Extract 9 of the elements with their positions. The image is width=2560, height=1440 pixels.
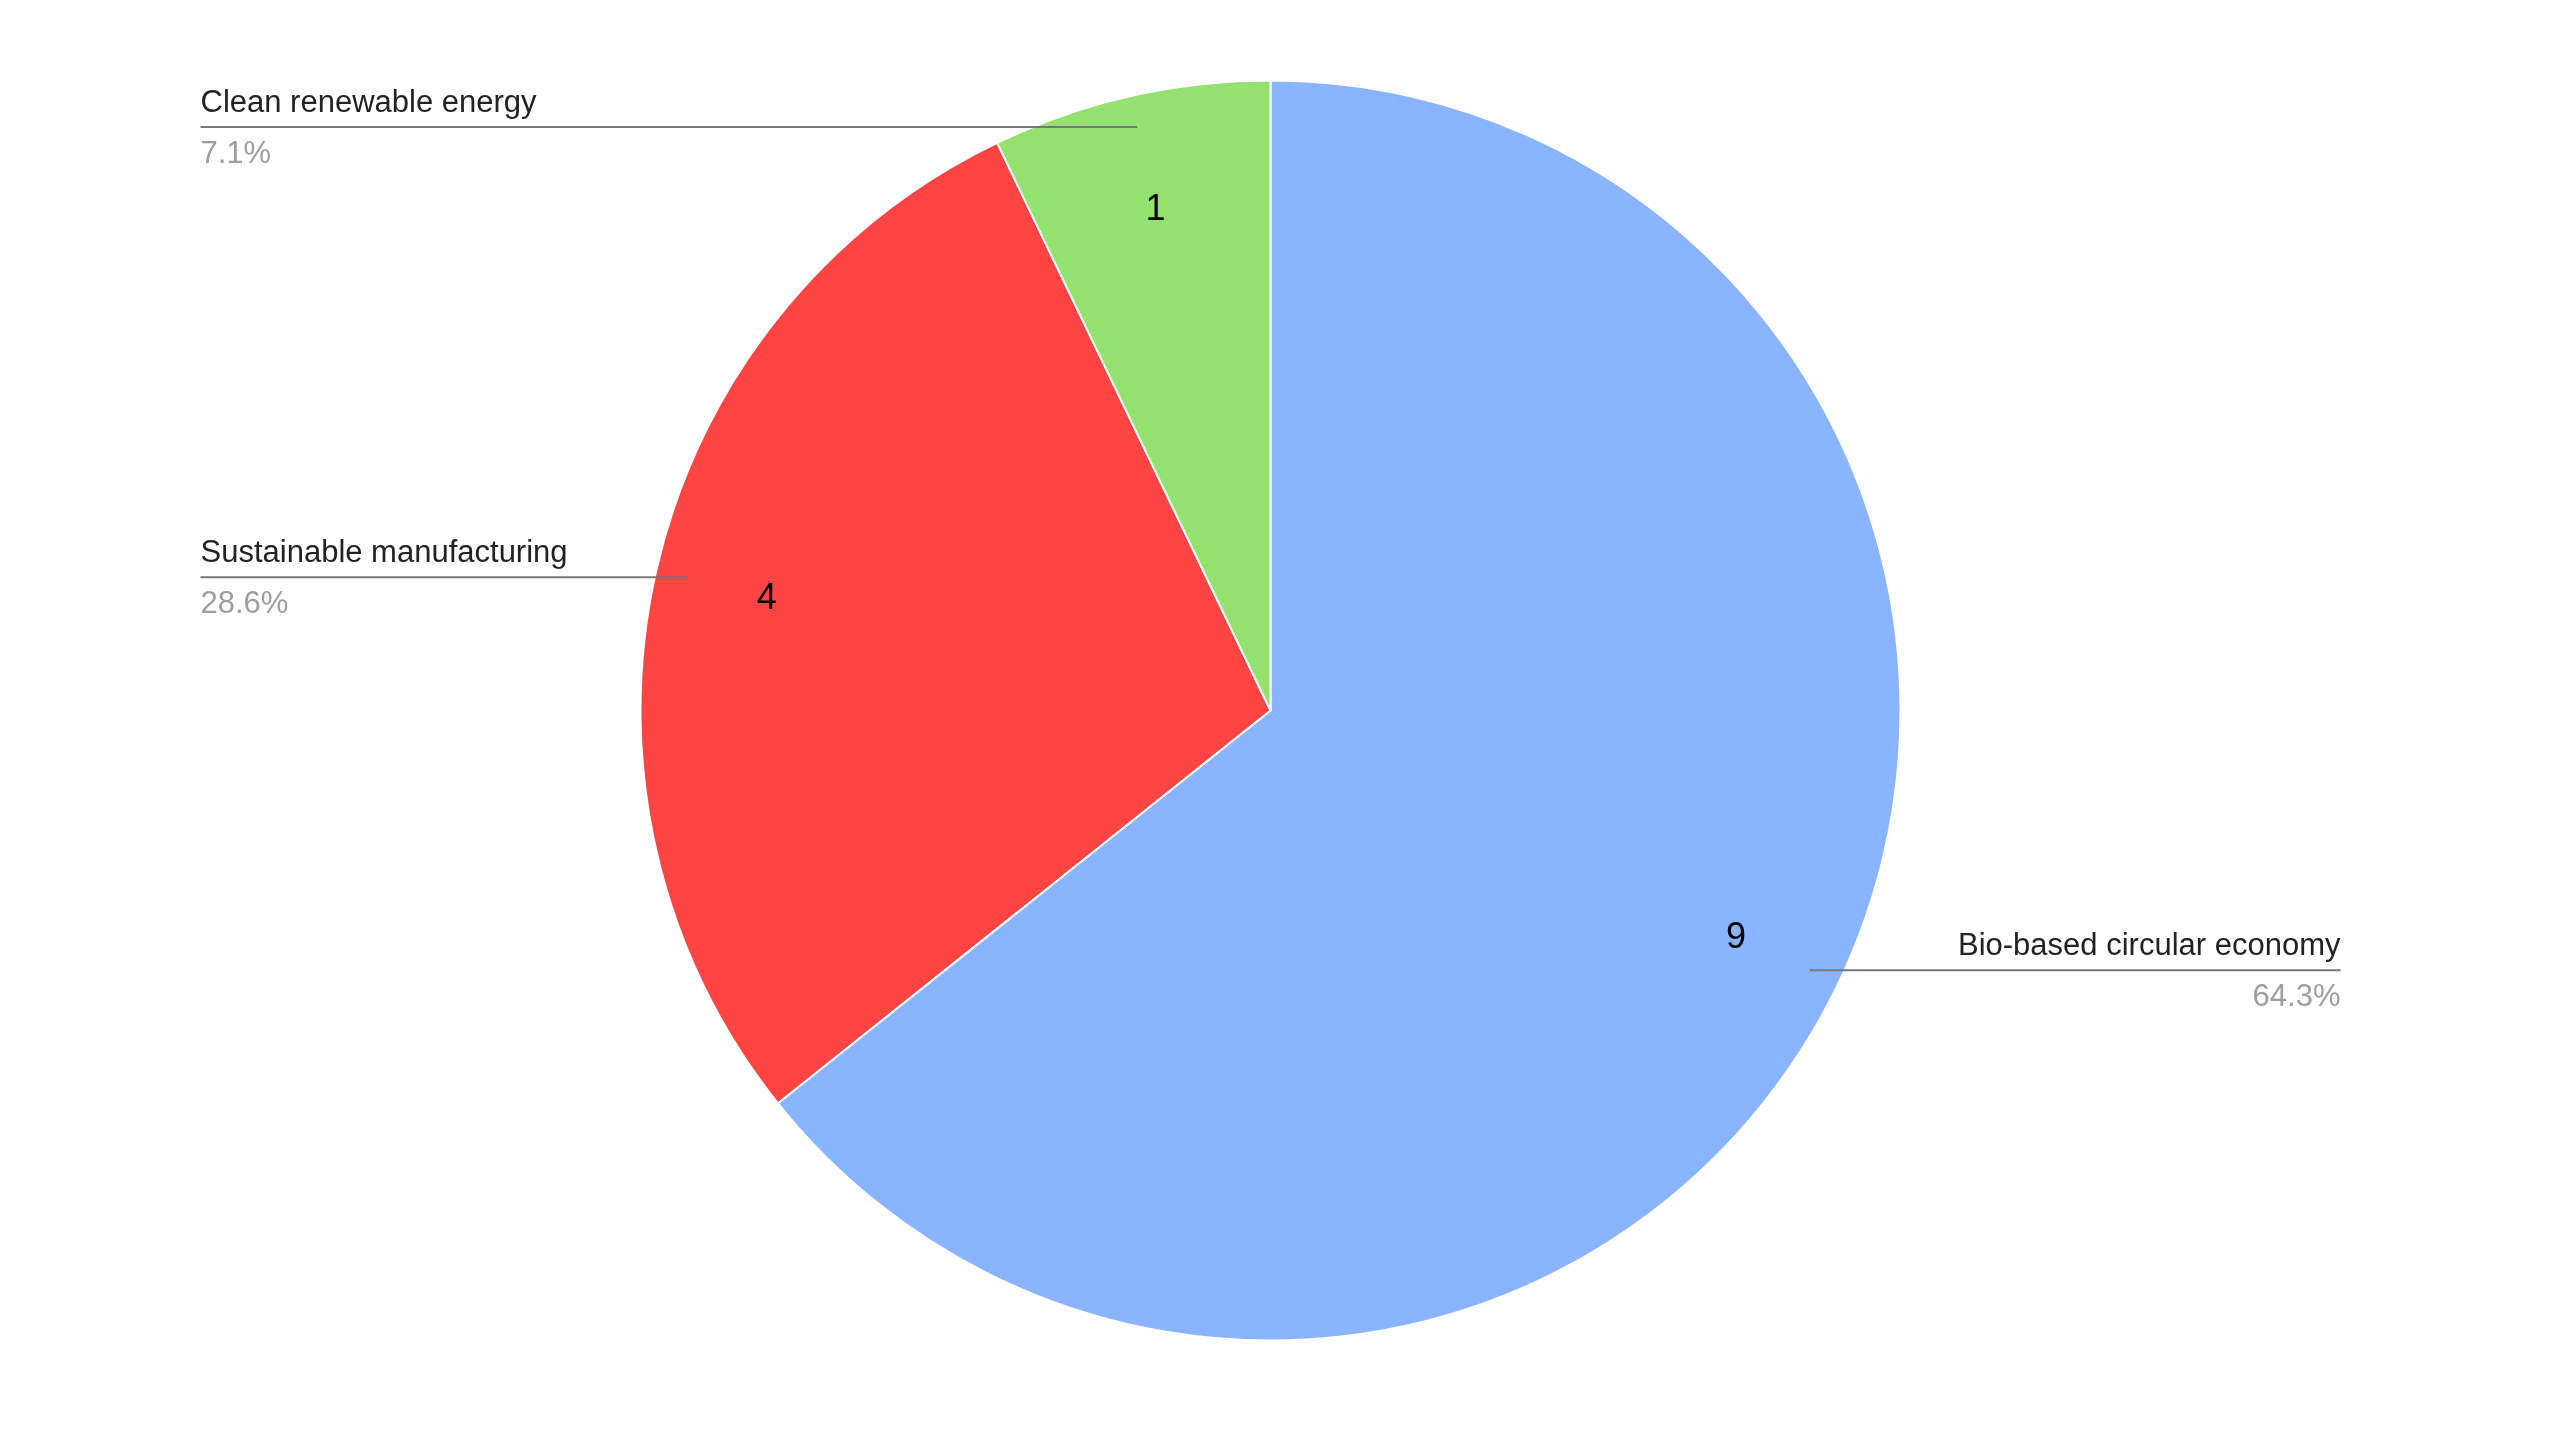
data-label: 9 — [1725, 914, 1746, 956]
slice-label: Clean renewable energy — [200, 84, 538, 120]
text: 64.3% — [2252, 978, 2341, 1014]
text: 28.6% — [200, 585, 289, 621]
data-label: 1 — [1145, 186, 1166, 228]
text: 7.1% — [200, 135, 272, 171]
slice-label: Sustainable manufacturing — [200, 534, 568, 570]
slice-label: Bio-based circular economy — [1958, 927, 2341, 963]
data-label: 4 — [756, 575, 777, 617]
